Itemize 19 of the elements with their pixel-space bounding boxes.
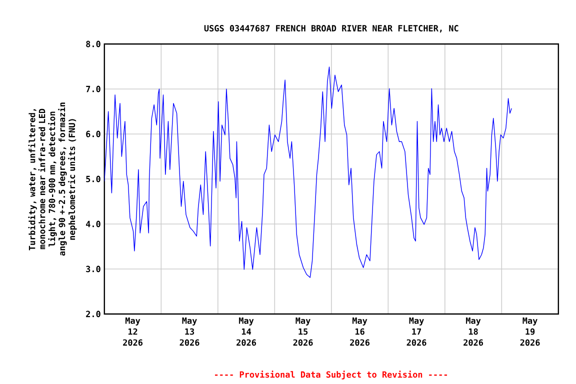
y-tick-label: 5.0 <box>86 176 100 182</box>
chart-title: USGS 03447687 FRENCH BROAD RIVER NEAR FLETCHER, NC <box>204 25 458 33</box>
x-tick-label: May 19 2026 <box>520 318 540 346</box>
y-tick-label: 8.0 <box>86 40 100 48</box>
x-tick-label: May 17 2026 <box>406 318 426 346</box>
x-tick-label: May 15 2026 <box>293 318 313 346</box>
y-tick-label: 2.0 <box>86 310 100 318</box>
y-tick-label: 7.0 <box>86 86 100 92</box>
x-tick-label: May 18 2026 <box>464 318 484 346</box>
y-axis-title: Turbidity, water, unfiltered, monochrome near infra-red LED light, 780-900 nm, detection angle 90 +-2.5 degrees, formazin nephelometric units (FNU) <box>28 102 77 256</box>
x-tick-label: May 14 2026 <box>236 318 256 346</box>
y-tick-label: 4.0 <box>86 220 100 228</box>
text: ---- Provisional Data Subject to Revision ---- <box>214 370 448 380</box>
x-tick-label: May 13 2026 <box>180 318 200 346</box>
x-tick-label: May 12 2026 <box>123 318 143 346</box>
y-tick-label: 3.0 <box>86 266 100 272</box>
x-tick-label: May 16 2026 <box>350 318 370 346</box>
y-tick-label: 6.0 <box>86 130 100 138</box>
line-series <box>104 66 512 278</box>
